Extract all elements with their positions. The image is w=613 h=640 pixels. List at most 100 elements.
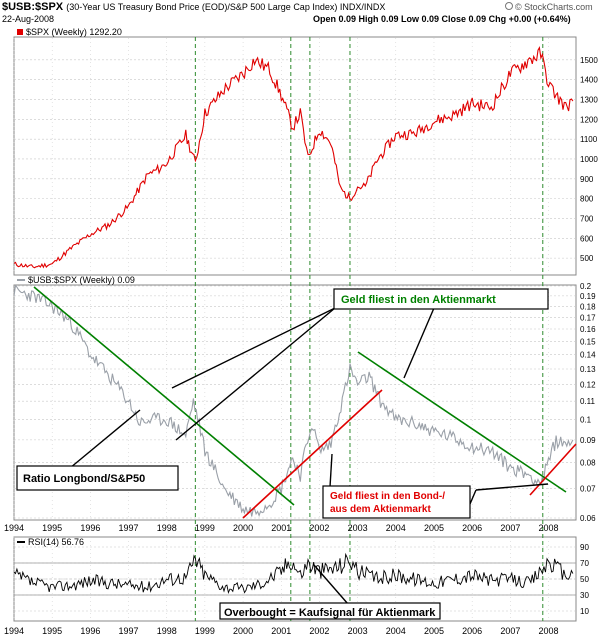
source-credit: © StockCharts.com [505, 2, 593, 12]
x-tick-label-bottom-8: 2002 [309, 626, 329, 636]
grid-top: 1500 1400 1300 1200 1100 1000 900 800 700 600 500 [13, 38, 598, 274]
x-tick-label-middle-0: 1994 [4, 523, 24, 533]
y-tick-label-mid-4: 0.16 [580, 325, 596, 334]
x-tick-label-bottom-0: 1994 [4, 626, 24, 636]
y-tick-label-mid-8: 0.12 [580, 380, 596, 389]
trendline-red-2 [529, 443, 577, 496]
pointer-line-6 [469, 489, 477, 505]
x-tick-label-bottom-9: 2003 [348, 626, 368, 636]
y-tick-label-mid-11: 0.09 [580, 436, 596, 445]
y-tick-label-mid-3: 0.17 [580, 313, 596, 322]
legend-bottom: RSI(14) 56.76 [28, 537, 84, 547]
x-axis-middle: 1994 1995 1996 1997 1998 1999 2000 2001 2002 2003… [4, 523, 559, 533]
y-tick-label-mid-5: 0.15 [580, 337, 596, 346]
x-tick-label-bottom-2: 1996 [80, 626, 100, 636]
x-tick-label-bottom-10: 2004 [386, 626, 406, 636]
y-tick-label-mid-12: 0.08 [580, 459, 596, 468]
y-tick-label-top-3: 1200 [580, 115, 598, 124]
y-tick-label-mid-2: 0.18 [580, 302, 596, 311]
annotation-3-line-1: Geld fliest in den Bond-/ [330, 491, 445, 502]
y-tick-label-mid-14: 0.06 [580, 514, 596, 523]
x-tick-label-bottom-7: 2001 [271, 626, 291, 636]
y-tick-label-bot-1: 70 [580, 559, 589, 568]
x-tick-label-bottom-1: 1995 [42, 626, 62, 636]
series-top [14, 46, 574, 269]
x-tick-label-middle-10: 2004 [386, 523, 406, 533]
x-tick-label-middle-5: 1999 [195, 523, 215, 533]
y-tick-label-top-5: 1000 [580, 155, 598, 164]
x-tick-label-bottom-12: 2006 [462, 626, 482, 636]
y-tick-label-bot-4: 10 [580, 607, 589, 616]
y-tick-label-bot-0: 90 [580, 543, 589, 552]
annotation-3-line-2: aus dem Aktienmarkt [330, 504, 431, 515]
annotation-3: Geld fliest in den Bond-/ aus dem Aktien… [330, 491, 448, 515]
legend-middle: $USB:$SPX (Weekly) 0.09 [28, 275, 135, 285]
x-axis-bottom: 1994 1995 1996 1997 1998 1999 2000 2001 2002 2003… [4, 626, 559, 636]
chart-title: $USB:$SPX (30-Year US Treasury Bond Pric… [2, 1, 385, 13]
stockcharts-logo-icon [505, 2, 513, 10]
annotation-box-3 [322, 485, 471, 519]
annotation-1: Geld fliest in den Aktienmarkt [341, 294, 496, 306]
x-tick-label-bottom-6: 2000 [233, 626, 253, 636]
x-tick-label-middle-11: 2005 [424, 523, 444, 533]
y-tick-label-top-2: 1300 [580, 95, 598, 104]
panel-top-frame [13, 36, 577, 276]
x-tick-label-middle-14: 2008 [538, 523, 558, 533]
x-tick-label-middle-1: 1995 [42, 523, 62, 533]
trendline-red-1 [242, 389, 383, 519]
y-tick-label-mid-1: 0.19 [580, 292, 596, 301]
y-tick-label-mid-0: 0.2 [580, 282, 592, 291]
pointer-line-7 [475, 483, 549, 491]
series-middle [14, 285, 574, 517]
ohlc-readout: Open 0.09 High 0.09 Low 0.09 Close 0.09 … [313, 14, 571, 24]
pointer-line-3 [69, 409, 141, 469]
x-tick-label-bottom-13: 2007 [500, 626, 520, 636]
x-tick-label-bottom-14: 2008 [538, 626, 558, 636]
x-tick-label-middle-12: 2006 [462, 523, 482, 533]
x-tick-label-middle-13: 2007 [500, 523, 520, 533]
y-tick-label-top-8: 700 [580, 214, 594, 223]
series-bottom [14, 552, 576, 596]
y-tick-label-top-10: 500 [580, 254, 594, 263]
annotation-box-4 [219, 602, 441, 620]
symbol: $USB:$SPX [2, 1, 64, 13]
y-tick-label-mid-6: 0.14 [580, 351, 596, 360]
pointer-line-1 [171, 307, 336, 389]
x-tick-label-middle-4: 1998 [157, 523, 177, 533]
y-tick-label-top-4: 1100 [580, 135, 598, 144]
y-tick-label-mid-7: 0.13 [580, 365, 596, 374]
y-tick-label-mid-9: 0.11 [580, 397, 596, 406]
x-tick-label-bottom-5: 1999 [195, 626, 215, 636]
pointer-line-5 [329, 453, 333, 488]
trendlines [33, 286, 577, 605]
y-tick-label-mid-10: 0.1 [580, 416, 592, 425]
series-line-bot [14, 552, 574, 594]
x-tick-label-bottom-3: 1997 [119, 626, 139, 636]
pointer-line-4 [403, 307, 435, 379]
x-tick-label-middle-2: 1996 [80, 523, 100, 533]
pointer-line-8 [313, 564, 349, 605]
x-tick-label-middle-8: 2002 [309, 523, 329, 533]
source-text: © StockCharts.com [515, 2, 593, 12]
x-tick-label-bottom-4: 1998 [157, 626, 177, 636]
chart-date: 22-Aug-2008 [2, 14, 55, 24]
x-tick-label-bottom-11: 2005 [424, 626, 444, 636]
trendline-green-1 [33, 286, 295, 506]
vertical-signal-lines [194, 37, 544, 621]
y-tick-label-top-7: 800 [580, 195, 594, 204]
y-tick-label-top-1: 1400 [580, 76, 598, 85]
symbol-description: (30-Year US Treasury Bond Price (EOD)/S&… [66, 2, 386, 12]
y-tick-label-top-0: 1500 [580, 56, 598, 65]
annotation-4: Overbought = Kaufsignal für Aktienmark [224, 607, 436, 619]
x-tick-label-middle-7: 2001 [271, 523, 291, 533]
annotation-2: Ratio Longbond/S&P50 [23, 473, 145, 485]
legend-top: $SPX (Weekly) 1292.20 [26, 27, 122, 37]
trendline-green-2 [357, 351, 567, 493]
y-tick-label-top-6: 900 [580, 175, 594, 184]
series-line-mid [14, 285, 574, 517]
y-tick-label-bot-2: 50 [580, 575, 589, 584]
x-tick-label-middle-9: 2003 [348, 523, 368, 533]
pointer-line-2 [175, 307, 336, 441]
x-tick-label-middle-3: 1997 [119, 523, 139, 533]
